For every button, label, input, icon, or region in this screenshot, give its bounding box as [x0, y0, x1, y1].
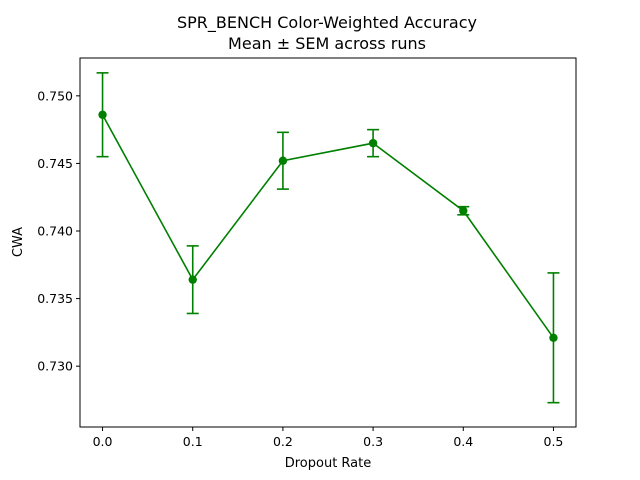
y-tick-label: 0.750 — [37, 88, 73, 103]
data-point — [459, 206, 468, 215]
data-point — [368, 138, 378, 148]
x-tick-label: 0.2 — [273, 434, 293, 449]
data-point — [278, 156, 288, 165]
x-tick-label: 0.3 — [363, 434, 383, 449]
chart-subtitle: Mean ± SEM across runs — [228, 34, 426, 53]
chart-title: SPR_BENCH Color-Weighted Accuracy — [177, 13, 477, 33]
data-point — [98, 110, 107, 119]
plot-area: 0.0 0.1 0.2 0.3 0.4 0.5 0.730 0.735 0.740 0.745 0.… — [37, 72, 564, 449]
x-axis-label: Dropout Rate — [285, 456, 372, 471]
x-tick-label: 0.5 — [544, 434, 564, 449]
y-tick-label: 0.740 — [37, 224, 73, 239]
data-point — [188, 275, 197, 284]
x-tick-label: 0.4 — [453, 434, 473, 449]
data-point — [549, 333, 558, 342]
series-line — [101, 114, 555, 339]
axes-frame — [79, 57, 577, 428]
y-tick-label: 0.745 — [37, 156, 73, 171]
y-tick-label: 0.730 — [37, 359, 73, 374]
y-tick-label: 0.735 — [37, 291, 73, 306]
x-tick-label: 0.1 — [183, 434, 203, 449]
y-axis-label: CWA — [11, 227, 26, 257]
x-tick-label: 0.0 — [93, 434, 113, 449]
